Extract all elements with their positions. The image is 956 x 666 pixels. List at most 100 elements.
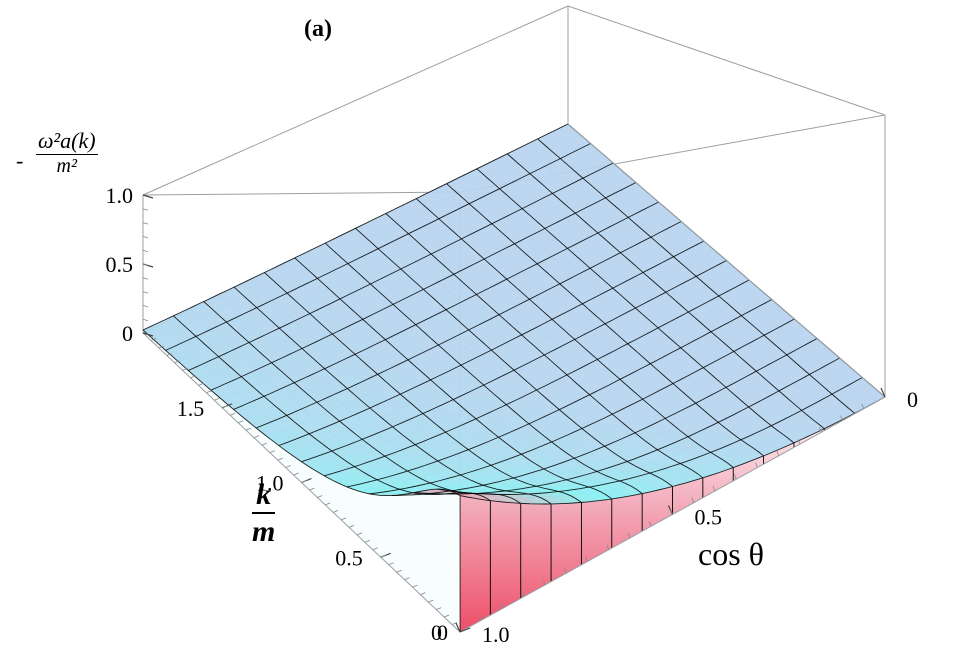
mesh-line-constant-k	[256, 221, 682, 429]
k-axis-minor-tick	[301, 480, 307, 483]
k-axis-minor-tick	[428, 599, 434, 603]
z-axis-fraction: ω²a(k) m²	[36, 128, 98, 178]
k-axis-minor-tick	[325, 502, 331, 506]
z-axis-minor-tick	[142, 222, 149, 225]
cos-axis-minor-tick	[712, 485, 716, 492]
k-axis-minor-tick	[372, 547, 378, 551]
z-axis-denominator: m²	[56, 155, 77, 177]
k-axis-minor-tick	[214, 397, 220, 401]
k-axis-minor-tick	[333, 510, 339, 513]
k-axis-minor-tick	[198, 382, 204, 386]
z-axis-minus: -	[16, 148, 24, 173]
box-edge-top-back	[142, 5, 569, 196]
k-axis-minor-tick	[396, 569, 402, 573]
cos-axis-minor-tick	[542, 579, 546, 586]
z-axis-tick	[142, 194, 154, 199]
k-axis-minor-tick	[158, 345, 164, 349]
k-axis-minor-tick	[190, 375, 196, 379]
box-edge-top-left	[142, 191, 461, 196]
k-axis-minor-tick	[277, 457, 283, 461]
k-axis-minor-tick	[380, 554, 386, 558]
cos-axis-minor-tick	[521, 591, 525, 597]
mesh-line-constant-k	[233, 201, 659, 410]
cos-axis-tick-label: 1.0	[482, 622, 510, 647]
cos-axis-minor-tick	[840, 415, 843, 421]
cos-axis-label: cos θ	[698, 536, 764, 572]
mesh-line-constant-k	[278, 240, 705, 446]
mesh-line-constant-k	[188, 162, 614, 371]
mesh-line-constant-k	[414, 357, 840, 495]
axis-ticks: 0 0.5 1.0 1.5 0 0.5 1.0 0 0.5 1.0 0	[106, 183, 919, 647]
z-axis-tick-label: 0.5	[106, 252, 134, 277]
cos-axis-tick-label: 0.5	[695, 505, 723, 530]
mesh-line-constant-k	[437, 377, 863, 495]
z-axis-minor-tick	[142, 263, 149, 266]
z-axis-minor-tick	[142, 291, 149, 294]
box-edge-top-right	[567, 5, 886, 116]
mesh-line-constant-k	[142, 123, 569, 331]
z-axis-numerator: ω²a(k)	[36, 128, 98, 155]
k-axis-minor-tick	[451, 622, 458, 625]
z-axis-minor-tick	[142, 318, 149, 322]
z-axis-minor-tick	[142, 236, 149, 239]
k-axis-minor-tick	[222, 405, 228, 409]
k-axis-minor-tick	[444, 614, 450, 618]
cos-axis-minor-tick	[627, 532, 631, 539]
cos-axis-minor-tick	[691, 497, 695, 503]
k-axis-minor-tick	[348, 524, 355, 528]
cos-axis-minor-tick	[861, 403, 865, 409]
cos-axis-minor-tick	[797, 438, 801, 445]
z-axis-minor-tick	[142, 249, 149, 253]
mesh-line-constant-k	[165, 143, 591, 351]
k-axis-minor-tick	[309, 487, 315, 491]
k-axis-minor-tick	[364, 539, 371, 543]
z-axis-minor-tick	[142, 208, 149, 211]
cos-axis-minor-tick	[670, 509, 673, 515]
k-axis-minor-tick	[412, 584, 418, 588]
k-axis-minor-tick	[404, 577, 410, 581]
k-axis-minor-tick	[253, 435, 260, 439]
k-axis-minor-tick	[237, 420, 244, 424]
k-axis-minor-tick	[230, 412, 236, 416]
k-axis-minor-tick	[388, 562, 394, 566]
cos-axis-minor-tick	[755, 462, 758, 468]
k-axis-tick-label: 0	[431, 620, 442, 645]
mesh-line-constant-k	[301, 260, 727, 463]
k-axis-numerator: k	[252, 478, 276, 514]
mesh-line-constant-k	[210, 182, 637, 391]
k-axis-minor-tick	[285, 465, 291, 468]
k-axis-tick-label: 1.0	[256, 471, 284, 496]
k-axis-minor-tick	[293, 472, 299, 476]
cos-axis-minor-tick	[733, 474, 737, 480]
cos-axis-minor-tick	[776, 450, 780, 456]
k-axis-minor-tick	[269, 450, 275, 453]
cos-axis-minor-tick	[585, 556, 588, 562]
k-axis-tick-label: 0.5	[335, 545, 363, 570]
k-axis-minor-tick	[356, 532, 363, 536]
k-axis-tick-label: 1.5	[177, 396, 205, 421]
z-axis-tick-label: 0	[122, 321, 133, 346]
k-axis-minor-tick	[206, 390, 212, 394]
k-axis-minor-tick	[174, 360, 180, 364]
mesh-line-constant-k	[392, 338, 818, 496]
k-axis-denominator: m	[252, 515, 276, 548]
mesh-line-constant-k	[369, 318, 795, 495]
cos-axis-minor-tick	[606, 544, 610, 550]
k-axis-minor-tick	[182, 368, 188, 371]
mesh-line-constant-k	[323, 279, 750, 477]
cos-axis-minor-tick	[648, 521, 652, 527]
mesh-line-constant-k	[459, 396, 886, 505]
k-axis-minor-tick	[317, 495, 323, 498]
cos-axis-tick-label: 0	[907, 387, 918, 412]
cos-axis-minor-tick	[818, 427, 822, 433]
k-axis-minor-tick	[420, 592, 426, 595]
z-axis-minor-tick	[142, 305, 149, 308]
z-axis-tick	[142, 332, 154, 337]
cos-axis-tick	[880, 387, 886, 398]
z-axis-tick-label: 1.0	[106, 183, 134, 208]
k-axis-minor-tick	[340, 517, 347, 521]
k-axis-minor-tick	[436, 607, 442, 610]
surface-mesh	[142, 123, 886, 505]
k-axis-minor-tick	[150, 338, 157, 341]
